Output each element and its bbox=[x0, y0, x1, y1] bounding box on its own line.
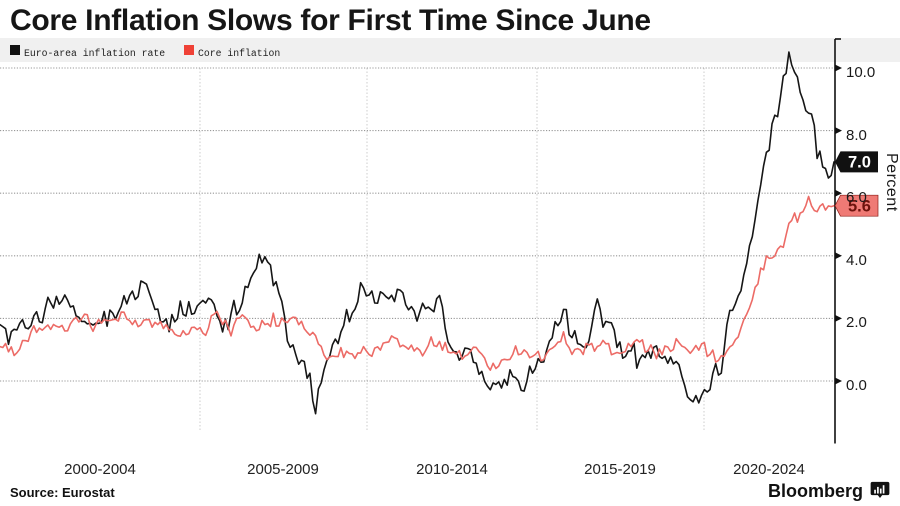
svg-text:7.0: 7.0 bbox=[848, 154, 871, 172]
